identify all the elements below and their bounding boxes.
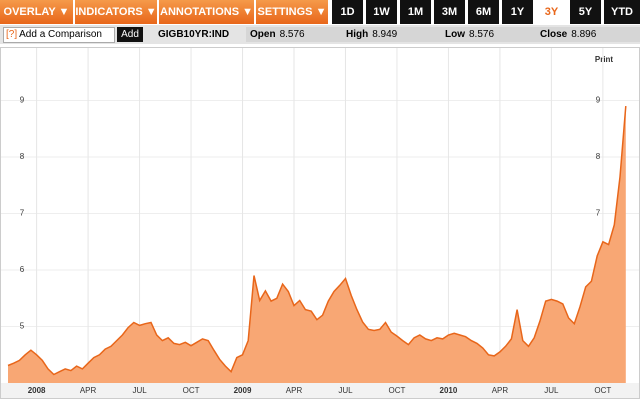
comparison-input[interactable]: [?] Add a Comparison — [3, 27, 115, 43]
range-button[interactable]: 3Y — [536, 0, 567, 24]
range-button[interactable]: 6M — [468, 0, 499, 24]
x-tick-label: JUL — [132, 386, 147, 395]
x-tick-label: 2010 — [440, 386, 458, 395]
x-tick-label: OCT — [183, 386, 200, 395]
x-tick-label: 2008 — [28, 386, 46, 395]
info-bar: [?] Add a Comparison Add GIGB10YR:IND Ope… — [0, 25, 640, 44]
range-button[interactable]: 1Y — [502, 0, 533, 24]
range-button[interactable]: 1M — [400, 0, 431, 24]
stat: High 8.949 — [342, 27, 441, 42]
stat-value: 8.576 — [279, 29, 305, 40]
add-button[interactable]: Add — [117, 27, 143, 42]
x-tick-label: APR — [80, 386, 97, 395]
stat: Close 8.896 — [536, 27, 640, 42]
range-button[interactable]: 5Y — [570, 0, 601, 24]
y-tick-label: 8 — [596, 152, 601, 161]
stat-label: High — [346, 29, 369, 40]
y-tick-label: 7 — [20, 209, 25, 218]
x-tick-label: OCT — [389, 386, 406, 395]
y-tick-label: 9 — [596, 96, 601, 105]
stat-value: 8.576 — [469, 29, 495, 40]
stat-label: Close — [540, 29, 568, 40]
print-link[interactable]: Print — [595, 55, 614, 64]
menu-button[interactable]: OVERLAY ▼ — [0, 0, 73, 24]
range-button[interactable]: 3M — [434, 0, 465, 24]
stat-label: Open — [250, 29, 276, 40]
ticker: GIGB10YR:IND — [158, 29, 230, 40]
y-tick-label: 6 — [20, 265, 25, 274]
stat-label: Low — [445, 29, 465, 40]
x-tick-label: JUL — [338, 386, 353, 395]
x-tick-label: OCT — [594, 386, 611, 395]
x-tick-label: JUL — [544, 386, 559, 395]
toolbar: OVERLAY ▼ INDICATORS ▼ ANNOTATIONS ▼ SETTIN… — [0, 0, 640, 25]
menu-button[interactable]: SETTINGS ▼ — [256, 0, 328, 24]
stat: Low 8.576 — [441, 27, 536, 42]
x-tick-label: APR — [286, 386, 303, 395]
y-tick-label: 5 — [20, 322, 25, 331]
stat-value: 8.949 — [372, 29, 398, 40]
area-fill — [8, 106, 626, 383]
x-axis-strip — [1, 383, 639, 398]
y-tick-label: 8 — [20, 152, 25, 161]
x-tick-label: 2009 — [234, 386, 252, 395]
range-button[interactable]: 1D — [332, 0, 363, 24]
y-tick-label: 9 — [20, 96, 25, 105]
range-button[interactable]: 1W — [366, 0, 397, 24]
stat-value: 8.896 — [571, 29, 597, 40]
menu-button[interactable]: INDICATORS ▼ — [75, 0, 157, 24]
menu-button[interactable]: ANNOTATIONS ▼ — [159, 0, 254, 24]
y-tick-label: 7 — [596, 209, 601, 218]
x-tick-label: APR — [492, 386, 509, 395]
chart: Print55667788992008APRJULOCT2009APRJULOC… — [0, 47, 640, 399]
price-line — [7, 106, 627, 376]
range-button[interactable]: YTD — [604, 0, 640, 24]
placeholder: Add a Comparison — [19, 29, 102, 40]
help-icon[interactable]: [?] — [6, 29, 18, 40]
stat: Open 8.576 — [246, 27, 342, 42]
